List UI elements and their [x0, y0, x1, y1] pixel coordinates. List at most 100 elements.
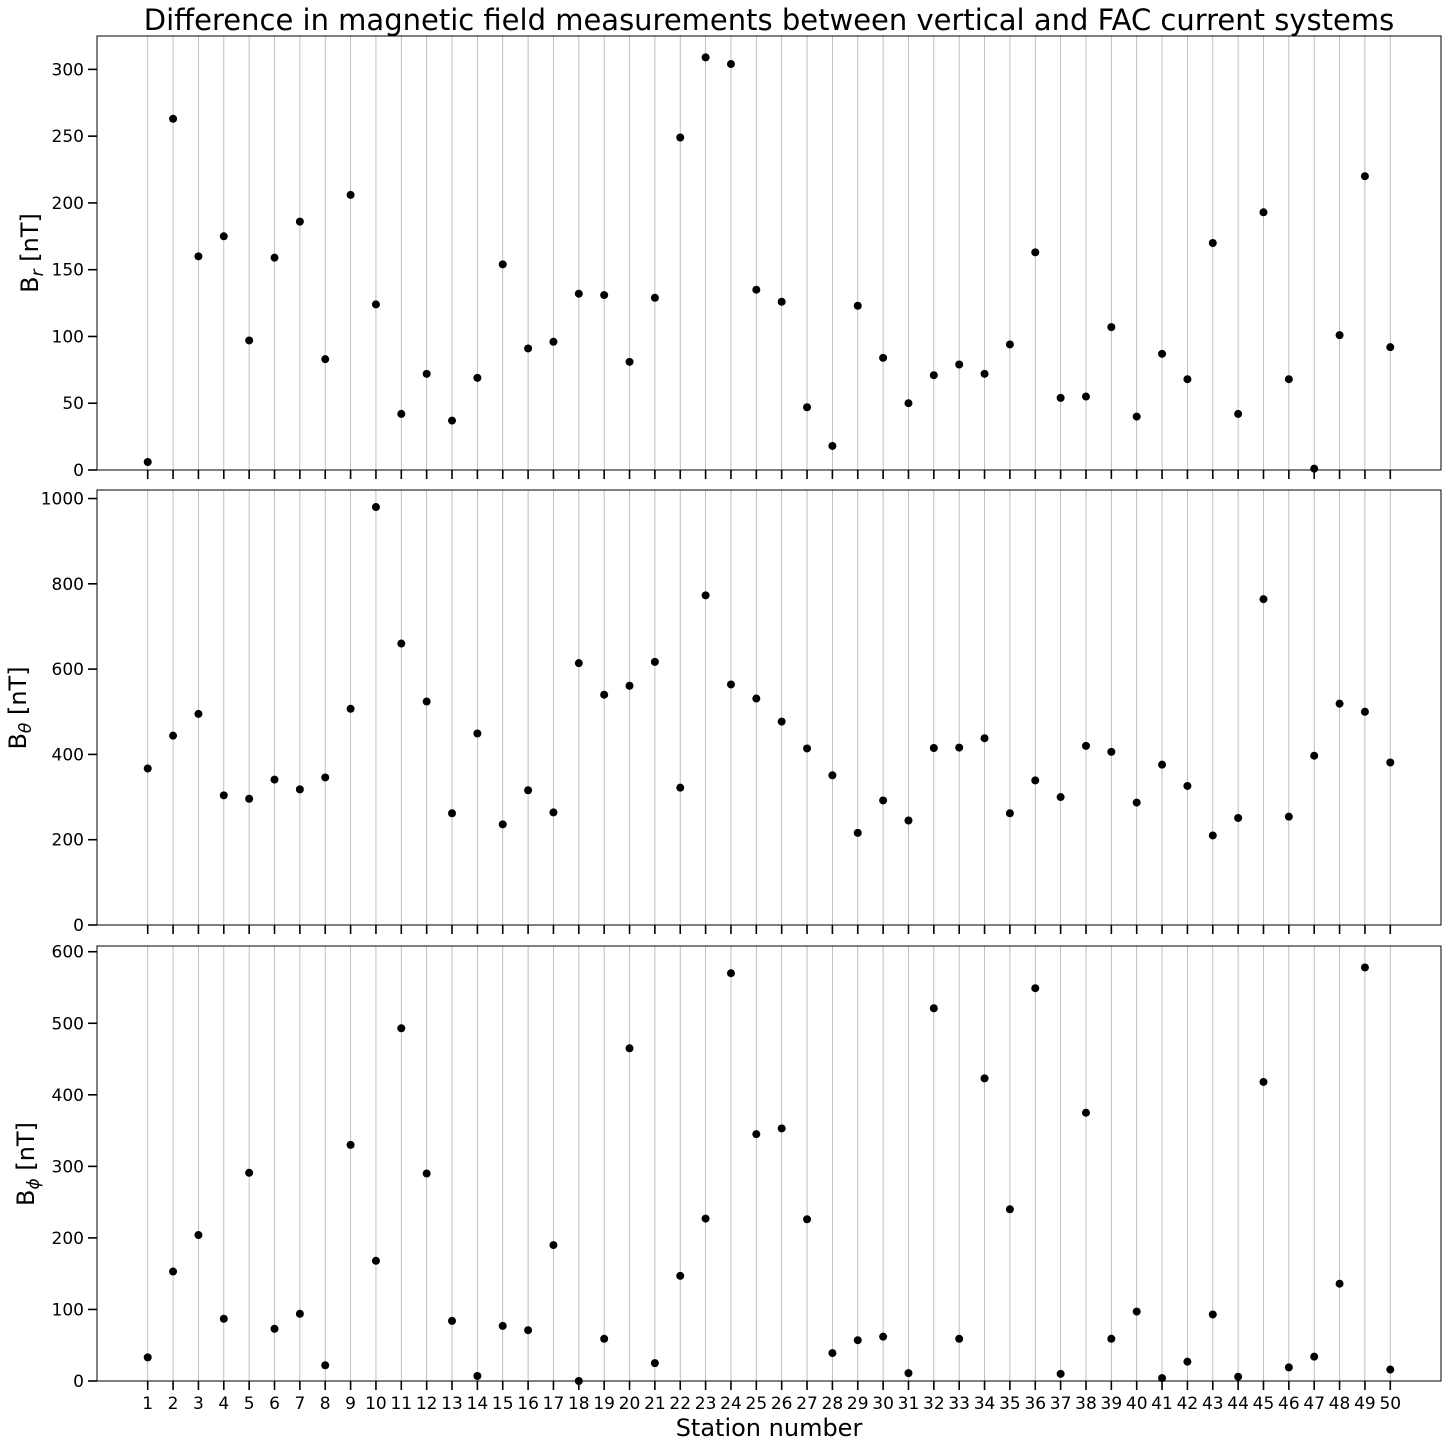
btheta-point-14: [473, 729, 482, 738]
xtick-label-20: 20: [619, 1394, 641, 1414]
bphi-point-8: [321, 1361, 330, 1370]
br-axes-frame: [96, 35, 1442, 471]
btheta-point-38: [1081, 741, 1090, 750]
xtick-label-27: 27: [796, 1394, 818, 1414]
xtick-label-45: 45: [1253, 1394, 1275, 1414]
br-ytick-label-150: 150: [52, 261, 84, 281]
bphi-point-27: [803, 1215, 812, 1224]
xtick-label-13: 13: [441, 1394, 463, 1414]
btheta-point-42: [1183, 781, 1192, 790]
br-point-35: [1005, 340, 1014, 349]
br-point-13: [448, 416, 457, 425]
bphi-point-28: [828, 1349, 837, 1358]
xtick-label-5: 5: [244, 1394, 255, 1414]
panel-btheta-ylabel: Bθ [nT]: [4, 666, 36, 749]
br-point-1: [143, 457, 152, 466]
bphi-point-13: [448, 1316, 457, 1325]
xtick-label-47: 47: [1303, 1394, 1325, 1414]
btheta-point-15: [498, 820, 507, 829]
br-point-19: [600, 291, 609, 300]
btheta-point-35: [1005, 809, 1014, 818]
br-point-39: [1107, 323, 1116, 332]
btheta-point-17: [549, 808, 558, 817]
br-point-50: [1386, 343, 1395, 352]
btheta-point-5: [245, 794, 254, 803]
xtick-label-39: 39: [1101, 1394, 1123, 1414]
xtick-label-30: 30: [872, 1394, 894, 1414]
br-point-34: [980, 369, 989, 378]
xtick-label-23: 23: [695, 1394, 717, 1414]
br-point-25: [752, 285, 761, 294]
br-point-9: [346, 190, 355, 199]
xtick-label-40: 40: [1126, 1394, 1148, 1414]
bphi-point-37: [1056, 1369, 1065, 1378]
btheta-point-29: [853, 828, 862, 837]
xtick-label-35: 35: [999, 1394, 1021, 1414]
br-point-32: [929, 371, 938, 380]
bphi-point-33: [955, 1334, 964, 1343]
br-point-46: [1284, 375, 1293, 384]
btheta-ytick-label-1000: 1000: [41, 490, 84, 510]
br-point-3: [194, 252, 203, 261]
bphi-point-11: [397, 1024, 406, 1033]
br-point-44: [1234, 409, 1243, 418]
br-ytick-label-200: 200: [52, 194, 84, 214]
xtick-label-50: 50: [1379, 1394, 1401, 1414]
xtick-label-9: 9: [345, 1394, 356, 1414]
xtick-label-11: 11: [390, 1394, 412, 1414]
xtick-label-25: 25: [746, 1394, 768, 1414]
btheta-point-24: [726, 680, 735, 689]
xtick-label-28: 28: [822, 1394, 844, 1414]
btheta-point-36: [1031, 776, 1040, 785]
btheta-point-43: [1208, 831, 1217, 840]
x-axis-label: Station number: [676, 1414, 863, 1442]
btheta-point-4: [219, 791, 228, 800]
xtick-label-4: 4: [218, 1394, 229, 1414]
btheta-point-8: [321, 773, 330, 782]
bphi-point-50: [1386, 1365, 1395, 1374]
btheta-point-50: [1386, 758, 1395, 767]
xtick-label-19: 19: [593, 1394, 615, 1414]
xtick-label-24: 24: [720, 1394, 742, 1414]
chart-title: Difference in magnetic field measurement…: [144, 3, 1394, 37]
br-point-21: [650, 293, 659, 302]
bphi-point-39: [1107, 1334, 1116, 1343]
btheta-point-13: [448, 809, 457, 818]
xtick-label-46: 46: [1278, 1394, 1300, 1414]
xtick-label-3: 3: [193, 1394, 204, 1414]
btheta-point-41: [1158, 760, 1167, 769]
bphi-axes-frame: [96, 945, 1442, 1382]
bphi-ytick-label-500: 500: [52, 1014, 84, 1034]
xtick-label-26: 26: [771, 1394, 793, 1414]
br-point-38: [1081, 392, 1090, 401]
btheta-point-2: [169, 731, 178, 740]
br-point-37: [1056, 393, 1065, 402]
btheta-point-44: [1234, 813, 1243, 822]
btheta-point-31: [904, 816, 913, 825]
btheta-point-7: [295, 785, 304, 794]
xtick-label-14: 14: [467, 1394, 489, 1414]
bphi-point-9: [346, 1140, 355, 1149]
bphi-point-30: [879, 1332, 888, 1341]
xtick-label-8: 8: [320, 1394, 331, 1414]
br-point-18: [574, 289, 583, 298]
btheta-point-12: [422, 697, 431, 706]
xtick-label-44: 44: [1227, 1394, 1249, 1414]
br-point-15: [498, 260, 507, 269]
bphi-point-24: [726, 969, 735, 978]
br-point-40: [1132, 412, 1141, 421]
br-point-10: [371, 300, 380, 309]
br-point-16: [524, 344, 533, 353]
br-point-36: [1031, 248, 1040, 257]
br-ytick-label-250: 250: [52, 127, 84, 147]
btheta-point-16: [524, 786, 533, 795]
xtick-label-37: 37: [1050, 1394, 1072, 1414]
btheta-point-23: [701, 591, 710, 600]
bphi-point-41: [1158, 1374, 1167, 1383]
bphi-point-17: [549, 1241, 558, 1250]
btheta-point-49: [1360, 707, 1369, 716]
xtick-label-48: 48: [1329, 1394, 1351, 1414]
btheta-point-27: [803, 744, 812, 753]
